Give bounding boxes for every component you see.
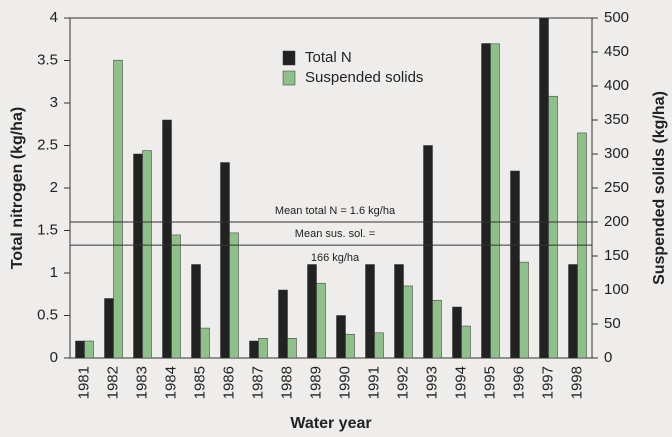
x-tick-label: 1997 — [539, 366, 556, 399]
bar — [171, 234, 181, 359]
y2-tick-label: 350 — [604, 111, 629, 128]
x-tick-label: 1990 — [336, 366, 353, 399]
bar — [539, 17, 549, 359]
x-tick-label: 1995 — [481, 366, 498, 399]
bar — [258, 338, 268, 359]
legend-label: Suspended solids — [305, 69, 423, 86]
bar — [481, 43, 491, 359]
bar — [519, 261, 529, 359]
x-tick-label: 1992 — [394, 366, 411, 399]
x-tick-label: 1987 — [249, 366, 266, 399]
x-tick-label: 1989 — [307, 366, 324, 399]
bar — [423, 145, 433, 359]
bar — [452, 306, 462, 359]
x-tick-label: 1991 — [365, 366, 382, 399]
bar — [229, 232, 239, 359]
bar — [345, 333, 355, 359]
bar — [374, 332, 384, 359]
x-tick-label: 1986 — [220, 366, 237, 399]
bar — [162, 119, 172, 359]
y2-tick-label: 400 — [604, 77, 629, 94]
y-tick-label: 3 — [50, 94, 58, 111]
y-tick-label: 2.5 — [37, 136, 58, 153]
bar — [365, 264, 375, 359]
x-tick-label: 1998 — [568, 366, 585, 399]
mean-label: 166 kg/ha — [311, 252, 360, 264]
bar — [142, 150, 152, 359]
bar — [510, 170, 520, 359]
bar — [568, 264, 578, 359]
x-tick-label: 1982 — [104, 366, 121, 399]
y2-tick-label: 500 — [604, 9, 629, 26]
bar — [336, 315, 346, 359]
y-tick-label: 1.5 — [37, 221, 58, 238]
x-axis-title: Water year — [290, 415, 371, 432]
y2-axis-title: Suspended solids (kg/ha) — [651, 91, 668, 285]
x-tick-label: 1981 — [75, 366, 92, 399]
x-tick-label: 1984 — [162, 366, 179, 399]
y2-tick-label: 450 — [604, 43, 629, 60]
legend-swatch — [282, 70, 296, 86]
y2-tick-label: 150 — [604, 247, 629, 264]
x-tick-label: 1985 — [191, 366, 208, 399]
y2-tick-label: 50 — [604, 315, 621, 332]
bar — [403, 285, 413, 359]
y-axis-title: Total nitrogen (kg/ha) — [9, 107, 26, 269]
mean-label: Mean total N = 1.6 kg/ha — [275, 205, 396, 217]
legend-swatch — [282, 50, 296, 66]
legend-label: Total N — [305, 49, 352, 66]
mean-label: Mean sus. sol. = — [295, 228, 375, 240]
bar — [394, 264, 404, 359]
x-tick-label: 1994 — [452, 366, 469, 399]
bar — [249, 340, 259, 359]
y2-tick-label: 300 — [604, 145, 629, 162]
bar — [84, 340, 94, 359]
x-tick-label: 1993 — [423, 366, 440, 399]
x-tick-label: 1996 — [510, 366, 527, 399]
bar — [548, 95, 558, 359]
bar — [287, 338, 297, 359]
bar — [133, 153, 143, 359]
x-tick-label: 1988 — [278, 366, 295, 399]
bar — [490, 43, 500, 359]
bar — [316, 282, 326, 359]
x-tick-label: 1983 — [133, 366, 150, 399]
bar — [113, 59, 123, 359]
bar — [461, 325, 471, 359]
bar — [104, 298, 114, 359]
y2-tick-label: 100 — [604, 281, 629, 298]
y-tick-label: 1 — [50, 264, 58, 281]
y2-tick-label: 200 — [604, 213, 629, 230]
bar — [191, 264, 201, 359]
y-tick-label: 0.5 — [37, 306, 58, 323]
y-tick-label: 3.5 — [37, 51, 58, 68]
y-tick-label: 4 — [50, 9, 58, 26]
bar — [200, 327, 210, 359]
y2-tick-label: 0 — [604, 349, 612, 366]
y-tick-label: 2 — [50, 179, 58, 196]
bar — [307, 264, 317, 359]
plot-frame — [69, 17, 593, 359]
bar — [432, 299, 442, 359]
bar — [220, 162, 230, 359]
y-tick-label: 0 — [50, 349, 58, 366]
bar — [75, 340, 85, 359]
y2-tick-label: 250 — [604, 179, 629, 196]
bar — [278, 289, 288, 359]
